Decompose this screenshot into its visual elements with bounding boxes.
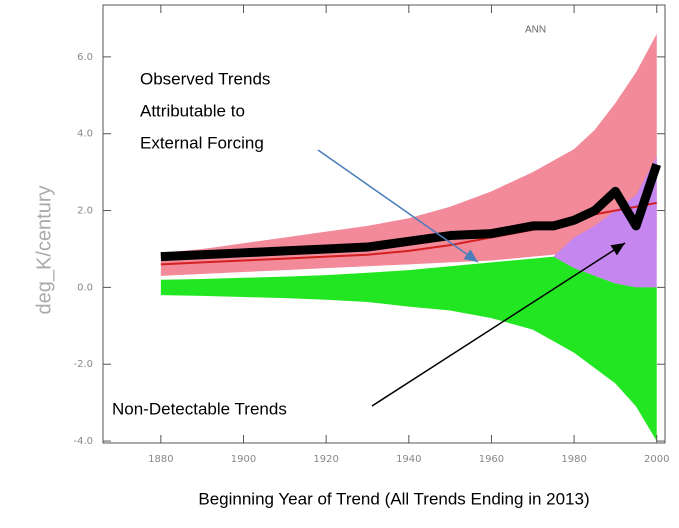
x-tick-label: 1880 (148, 454, 173, 465)
x-tick-label: 1940 (396, 454, 421, 465)
annotation: Non-Detectable Trends (112, 399, 287, 418)
x-tick-label: 1980 (561, 454, 586, 465)
y-tick-label: 6.0 (77, 52, 93, 63)
x-tick-label: 1900 (231, 454, 256, 465)
arrow (317, 149, 479, 263)
x-tick-label: 2000 (644, 454, 669, 465)
annotation: External Forcing (140, 133, 264, 152)
y-tick-label: -2.0 (73, 359, 93, 370)
band (553, 156, 657, 288)
x-tick-label: 1960 (479, 454, 504, 465)
corner-label: ANN (525, 25, 546, 36)
band (160, 33, 657, 276)
trend-line (160, 201, 657, 266)
plot-frame (102, 4, 666, 444)
y-axis-label: deg_K/century (33, 186, 55, 315)
annotation: Observed Trends (140, 69, 270, 88)
arrow (371, 242, 626, 407)
y-tick-label: 0.0 (77, 282, 93, 293)
annotation: Attributable to (140, 101, 245, 120)
y-tick-label: 2.0 (77, 206, 93, 217)
y-tick-label: 4.0 (77, 129, 93, 140)
trend-line (160, 163, 662, 262)
x-axis-label: Beginning Year of Trend (All Trends Endi… (198, 489, 589, 508)
x-tick-label: 1920 (313, 454, 338, 465)
y-tick-label: -4.0 (73, 436, 93, 447)
